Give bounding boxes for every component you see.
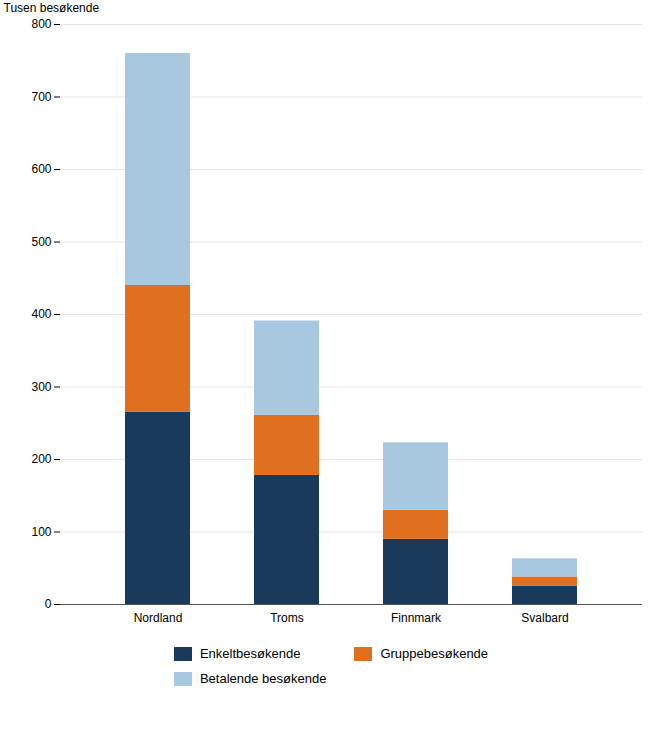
svg-text:Svalbard: Svalbard [521,611,568,625]
svg-text:500: 500 [31,235,51,249]
svg-text:600: 600 [31,162,51,176]
svg-text:100: 100 [31,525,51,539]
svg-text:800: 800 [31,17,51,31]
svg-text:Finnmark: Finnmark [391,611,442,625]
html-text:Gruppebesøkende: Gruppebesøkende [380,646,489,661]
html-text:Betalende besøkende: Betalende besøkende [199,671,327,686]
html-text:Enkeltbesøkende: Enkeltbesøkende [199,646,301,661]
svg-text:Troms: Troms [270,611,304,625]
svg-text:Tusen besøkende: Tusen besøkende [4,1,100,15]
svg-text:200: 200 [31,452,51,466]
svg-text:300: 300 [31,380,51,394]
svg-text:400: 400 [31,307,51,321]
svg-text:0: 0 [45,597,52,611]
svg-text:Nordland: Nordland [134,611,183,625]
svg-text:700: 700 [31,90,51,104]
